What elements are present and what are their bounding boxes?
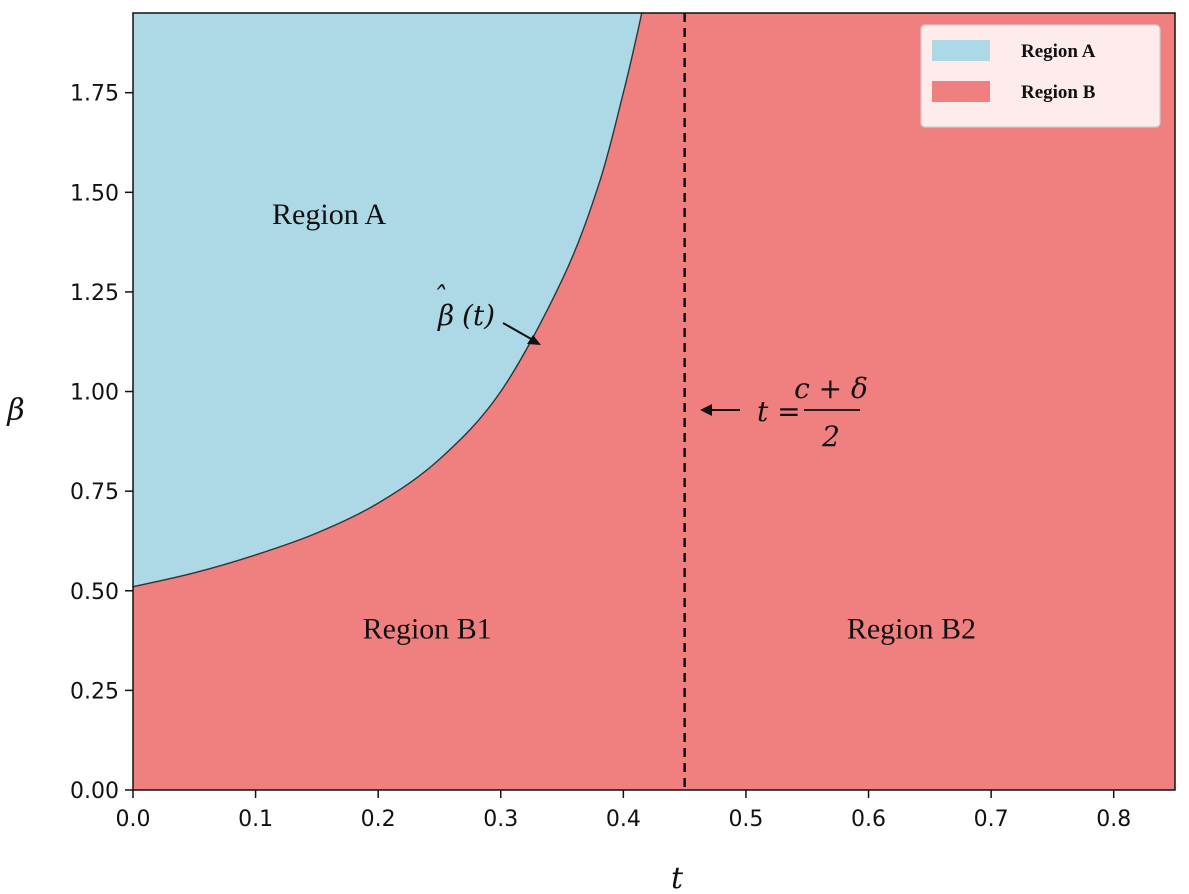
- vline-label: t = c + δ 2: [700, 372, 868, 453]
- y-axis-ticks: 0.00 0.25 0.50 0.75 1.00 1.25 1.50 1.75: [70, 82, 133, 804]
- region-annotations: Region A Region B1 Region B2: [272, 198, 976, 645]
- x-tick-label: 0.3: [483, 807, 518, 832]
- legend-label: Region B: [1021, 82, 1096, 103]
- y-tick-label: 1.75: [70, 82, 119, 107]
- y-tick-label: 1.00: [70, 381, 119, 406]
- x-tick-label: 0.1: [238, 807, 273, 832]
- x-tick-label: 0.5: [728, 807, 763, 832]
- curve-label-hat: ˆ: [432, 281, 446, 314]
- vline-label-denominator: 2: [821, 420, 840, 453]
- x-tick-label: 0.6: [851, 807, 886, 832]
- curve-arrow: [502, 322, 541, 345]
- legend-label: Region A: [1021, 41, 1096, 62]
- region-a-area: [133, 13, 642, 587]
- region-label: Region A: [272, 198, 387, 231]
- legend-swatch: [932, 40, 990, 61]
- y-tick-label: 1.50: [70, 181, 119, 206]
- y-axis-label: β: [6, 393, 24, 428]
- y-tick-label: 0.00: [70, 779, 119, 804]
- region-label: Region B2: [847, 613, 976, 646]
- plot-frame: [132, 12, 1176, 791]
- y-tick-label: 0.25: [70, 679, 119, 704]
- x-tick-label: 0.2: [361, 807, 396, 832]
- x-axis-label: t: [671, 861, 684, 894]
- boundary-curve: [132, 12, 643, 588]
- vline-label-lhs: t =: [757, 395, 801, 428]
- legend: Region A Region B: [920, 24, 1161, 128]
- x-tick-label: 0.0: [116, 807, 151, 832]
- x-tick-label: 0.4: [606, 807, 641, 832]
- curve-label-arg: (t): [462, 299, 495, 332]
- legend-swatch: [932, 81, 990, 102]
- x-axis-ticks: 0.0 0.1 0.2 0.3 0.4 0.5 0.6 0.7 0.8: [116, 790, 1131, 832]
- plot-area: [132, 12, 1176, 791]
- y-tick-label: 1.25: [70, 281, 119, 306]
- vline-label-numerator: c + δ: [794, 372, 868, 405]
- region-label: Region B1: [363, 613, 492, 646]
- x-tick-label: 0.7: [974, 807, 1009, 832]
- curve-label-main: β: [437, 299, 454, 332]
- y-tick-label: 0.50: [70, 580, 119, 605]
- x-tick-label: 0.8: [1096, 807, 1131, 832]
- curve-label: ˆ β (t): [432, 281, 495, 332]
- y-tick-label: 0.75: [70, 480, 119, 505]
